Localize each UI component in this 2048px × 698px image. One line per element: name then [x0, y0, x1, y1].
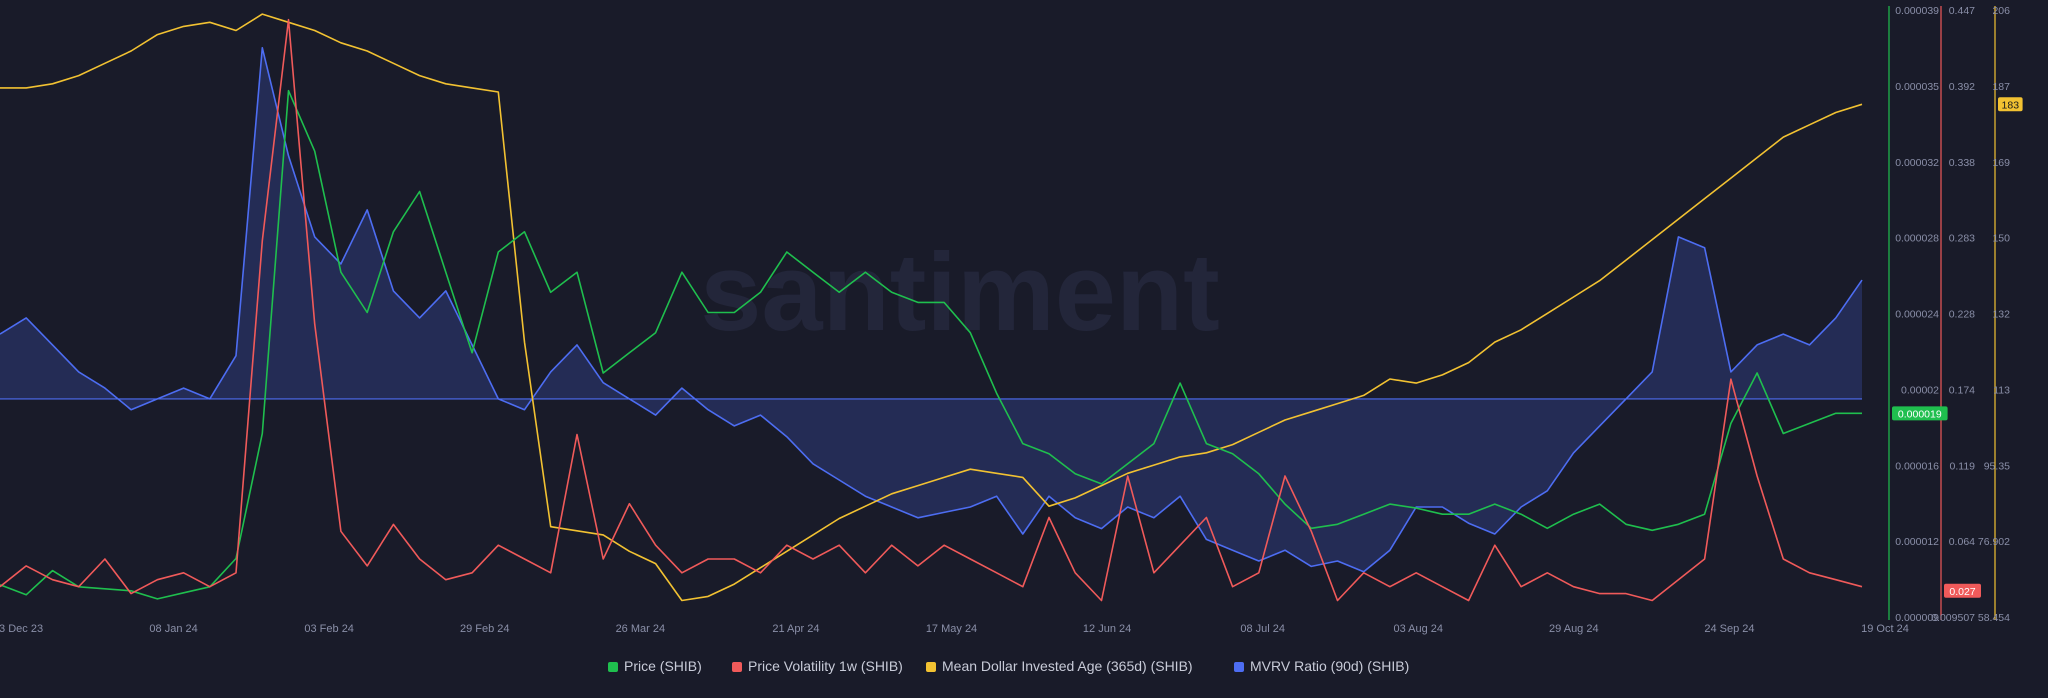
x-tick-label: 24 Sep 24: [1704, 623, 1754, 635]
x-tick-label: 26 Mar 24: [616, 623, 666, 635]
legend-label: Price Volatility 1w (SHIB): [748, 658, 903, 674]
y-tick-label-price: 0.000009: [1895, 612, 1939, 624]
y-tick-label-mdia: 206: [1992, 5, 2010, 17]
x-tick-label: 19 Oct 24: [1861, 623, 1909, 635]
axes: 13 Dec 23 08 Jan 24 03 Feb 24 29 Feb 24 26 M…: [0, 5, 2023, 635]
y-tick-label-volatility: 0.064: [1949, 536, 1975, 548]
y-tick-label-volatility: 0.009507: [1931, 612, 1975, 624]
value-badge-price: [1892, 406, 1948, 421]
series-line-price: [0, 89, 1862, 600]
x-tick-label: 17 May 24: [926, 623, 977, 635]
y-tick-label-mdia: 132: [1992, 309, 2010, 321]
y-tick-label-volatility: 0.392: [1949, 81, 1975, 93]
y-tick-label-volatility: 0.283: [1949, 233, 1975, 245]
x-tick-label: 13 Dec 23: [0, 623, 43, 635]
series-line-mdia: [0, 13, 1863, 602]
x-tick-label: 29 Feb 24: [460, 623, 510, 635]
y-tick-label-price: 0.000039: [1895, 5, 1939, 17]
mvrv-area: [0, 47, 1862, 572]
y-tick-label-mdia: 113: [1993, 384, 2010, 396]
legend-label: Price (SHIB): [624, 658, 702, 674]
x-tick-label: 08 Jul 24: [1240, 623, 1285, 635]
series-line-volatility: [0, 18, 1863, 602]
x-tick-label: 08 Jan 24: [149, 623, 197, 635]
y-tick-label-volatility: 0.447: [1949, 5, 1975, 17]
watermark: santiment: [700, 231, 1220, 354]
y-tick-label-mdia: 169: [1992, 157, 2010, 169]
y-tick-label-price: 0.000012: [1895, 536, 1939, 548]
value-badge-volatility: [1944, 583, 1981, 598]
legend-swatch: [608, 662, 618, 672]
y-tick-label-price: 0.000028: [1895, 233, 1939, 245]
legend-swatch: [926, 662, 936, 672]
legend-label: MVRV Ratio (90d) (SHIB): [1250, 658, 1409, 674]
y-tick-label-price: 0.00002: [1901, 384, 1939, 396]
plot-area: [0, 13, 1863, 602]
x-tick-label: 03 Feb 24: [304, 623, 354, 635]
x-tick-label: 03 Aug 24: [1393, 623, 1443, 635]
y-tick-label-volatility: 0.338: [1949, 157, 1975, 169]
x-tick-label: 29 Aug 24: [1549, 623, 1599, 635]
value-badge-text-volatility: 0.027: [1949, 586, 1975, 598]
y-tick-label-price: 0.000032: [1895, 157, 1939, 169]
y-tick-label-volatility: 0.174: [1949, 384, 1975, 396]
y-tick-label-price: 0.000024: [1895, 309, 1939, 321]
y-tick-label-price: 0.000016: [1895, 460, 1939, 472]
legend-label: Mean Dollar Invested Age (365d) (SHIB): [942, 658, 1193, 674]
y-tick-label-mdia: 95.35: [1984, 460, 2010, 472]
legend-swatch: [1234, 662, 1244, 672]
y-tick-label-mdia: 76.902: [1978, 536, 2010, 548]
value-badge-text-mdia: 183: [2002, 99, 2020, 111]
y-tick-label-mdia: 150: [1992, 233, 2010, 245]
y-tick-label-mdia: 187: [1992, 81, 2010, 93]
x-tick-label: 12 Jun 24: [1083, 623, 1131, 635]
x-tick-label: 21 Apr 24: [772, 623, 819, 635]
y-tick-label-volatility: 0.119: [1950, 460, 1976, 472]
y-tick-label-mdia: 58.454: [1978, 612, 2010, 624]
legend: Price (SHIB) Price Volatility 1w (SHIB) Me…: [608, 658, 1409, 674]
y-tick-label-volatility: 0.228: [1949, 309, 1975, 321]
value-badge-text-price: 0.000019: [1898, 408, 1942, 420]
value-badge-mdia: [1998, 97, 2023, 112]
legend-swatch: [732, 662, 742, 672]
series-line-mvrv: [0, 47, 1863, 573]
y-tick-label-price: 0.000035: [1895, 81, 1939, 93]
